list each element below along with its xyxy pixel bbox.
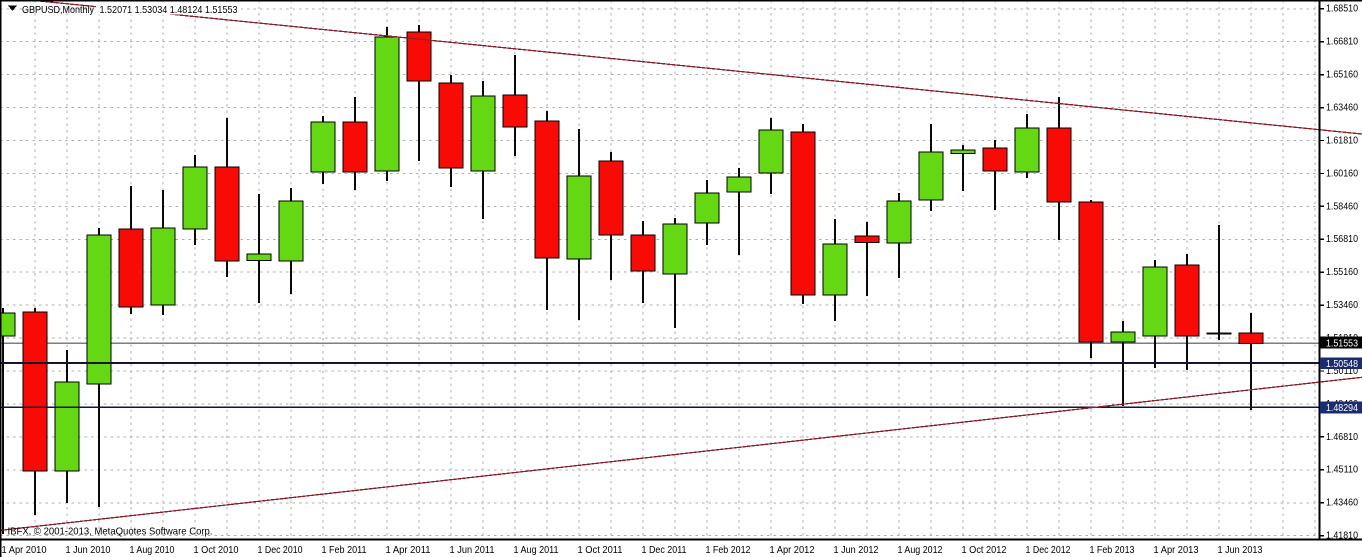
- svg-text:1 Oct 2010: 1 Oct 2010: [194, 544, 239, 556]
- svg-text:1 Apr 2012: 1 Apr 2012: [770, 544, 815, 556]
- svg-text:1 Aug 2010: 1 Aug 2010: [130, 544, 175, 556]
- svg-text:1 Apr 2011: 1 Apr 2011: [386, 544, 431, 556]
- svg-text:1.66810: 1.66810: [1326, 36, 1358, 48]
- svg-text:1.45110: 1.45110: [1326, 464, 1358, 476]
- svg-text:1.68510: 1.68510: [1326, 3, 1358, 15]
- svg-text:1.60160: 1.60160: [1326, 167, 1358, 179]
- svg-text:GBPUSD,Monthly: GBPUSD,Monthly: [22, 4, 95, 16]
- svg-text:1.53460: 1.53460: [1326, 299, 1358, 311]
- svg-text:1 Aug 2012: 1 Aug 2012: [898, 544, 943, 556]
- svg-text:1 Feb 2012: 1 Feb 2012: [706, 544, 751, 556]
- svg-text:1 Dec 2010: 1 Dec 2010: [258, 544, 303, 556]
- svg-text:1 Dec 2012: 1 Dec 2012: [1026, 544, 1071, 556]
- svg-text:1 Feb 2013: 1 Feb 2013: [1090, 544, 1135, 556]
- svg-text:1 Oct 2012: 1 Oct 2012: [962, 544, 1007, 556]
- svg-text:1.50548: 1.50548: [1326, 358, 1358, 370]
- svg-text:1.52071 1.53034 1.48124 1.5155: 1.52071 1.53034 1.48124 1.51553: [100, 4, 238, 16]
- svg-text:1 Jun 2010: 1 Jun 2010: [66, 544, 111, 556]
- svg-text:1.61810: 1.61810: [1326, 134, 1358, 146]
- svg-text:IBFX, © 2001-2013, MetaQuotes: IBFX, © 2001-2013, MetaQuotes Software C…: [8, 526, 213, 538]
- svg-text:1 Jun 2011: 1 Jun 2011: [450, 544, 495, 556]
- svg-text:1.51553: 1.51553: [1326, 337, 1358, 349]
- svg-text:1.46810: 1.46810: [1326, 431, 1358, 443]
- svg-text:1.65160: 1.65160: [1326, 69, 1358, 81]
- svg-text:1.43460: 1.43460: [1326, 497, 1358, 509]
- svg-text:1.63460: 1.63460: [1326, 102, 1358, 114]
- svg-text:1.48294: 1.48294: [1326, 402, 1358, 414]
- svg-text:1.58460: 1.58460: [1326, 200, 1358, 212]
- svg-text:1 Feb 2011: 1 Feb 2011: [322, 544, 367, 556]
- svg-text:1 Apr 2010: 1 Apr 2010: [2, 544, 47, 556]
- svg-text:1 Jun 2012: 1 Jun 2012: [834, 544, 879, 556]
- svg-text:1 Jun 2013: 1 Jun 2013: [1218, 544, 1263, 556]
- svg-text:1.55160: 1.55160: [1326, 266, 1358, 278]
- svg-text:1 Dec 2011: 1 Dec 2011: [642, 544, 687, 556]
- svg-text:1 Aug 2011: 1 Aug 2011: [514, 544, 559, 556]
- svg-text:1.56810: 1.56810: [1326, 233, 1358, 245]
- svg-text:1.41810: 1.41810: [1326, 530, 1358, 542]
- svg-text:1 Oct 2011: 1 Oct 2011: [578, 544, 623, 556]
- svg-text:1 Apr 2013: 1 Apr 2013: [1154, 544, 1199, 556]
